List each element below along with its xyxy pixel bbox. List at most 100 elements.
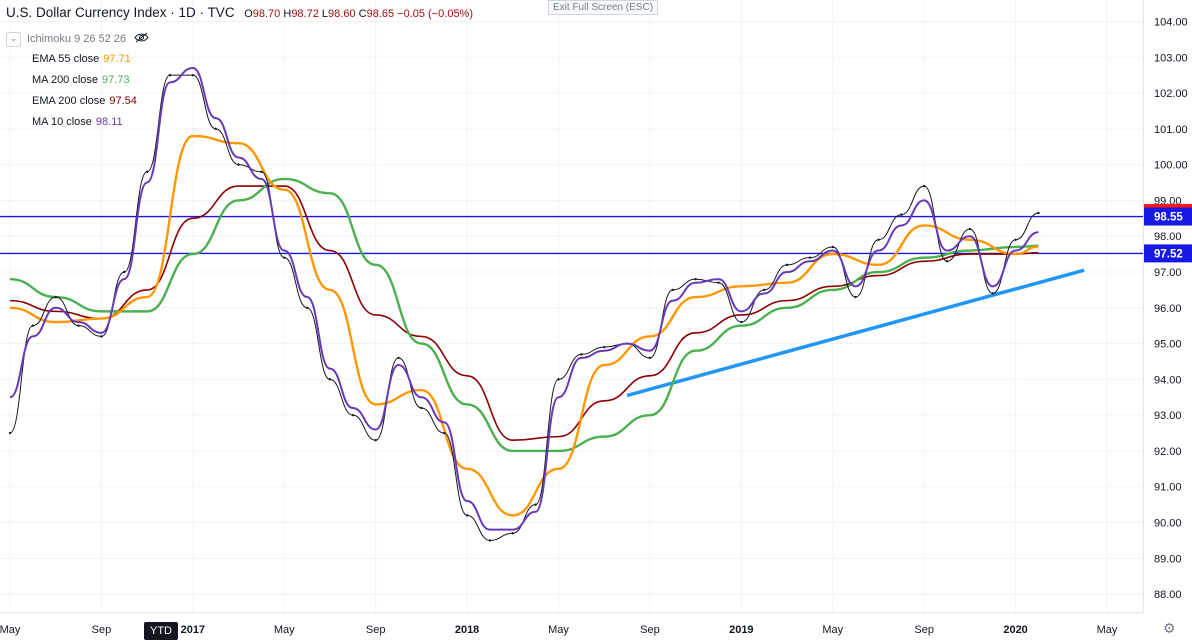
price-point (420, 406, 423, 410)
chart-header: U.S. Dollar Currency Index · 1D · TVC O9… (6, 5, 473, 20)
ichimoku-label: Ichimoku 9 26 52 26 (27, 33, 127, 45)
price-point (991, 292, 994, 295)
y-tick-label: 103.00 (1154, 52, 1188, 64)
open-value: 98.70 (252, 8, 281, 20)
price-point (374, 439, 377, 442)
eye-off-icon[interactable] (134, 30, 149, 49)
y-tick-label: 100.00 (1154, 160, 1188, 172)
low-label: L (321, 8, 329, 20)
y-tick-label: 88.00 (1154, 589, 1182, 601)
price-point (305, 306, 309, 309)
price-point (694, 277, 697, 281)
y-tick-label: 98.00 (1154, 231, 1182, 243)
low-value: 98.60 (328, 8, 356, 20)
price-point (922, 184, 926, 188)
price-label-box (1144, 244, 1192, 263)
chevron-down-icon[interactable]: ⌄ (6, 32, 21, 47)
indicator-label: MA 200 close (32, 74, 99, 86)
x-tick-label: May (822, 624, 843, 636)
price-point (145, 170, 149, 173)
price-point (488, 539, 492, 542)
series-line-ema-55-close[interactable] (9, 134, 1039, 517)
x-tick-label: May (274, 624, 295, 636)
ytd-button[interactable]: YTD (144, 622, 178, 640)
x-tick-label: Sep (92, 624, 112, 636)
price-label-box (1144, 207, 1192, 226)
indicator-ma200[interactable]: MA 200 close 97.73 (6, 71, 149, 92)
close-label: C (358, 8, 367, 20)
price-point (237, 163, 240, 166)
y-tick-label: 102.00 (1154, 88, 1188, 100)
y-tick-label: 104.00 (1154, 16, 1188, 28)
price-label-text: 97.52 (1154, 248, 1183, 260)
indicator-ma10[interactable]: MA 10 close 98.11 (6, 113, 149, 134)
series-line-ma-10-close[interactable] (9, 67, 1039, 531)
price-point (8, 431, 12, 435)
price-point (283, 256, 286, 259)
chart-grid (0, 0, 1143, 612)
price-point (214, 127, 217, 131)
price-point (580, 353, 583, 356)
chart-series (8, 67, 1040, 542)
price-point (762, 288, 766, 292)
price-point (1014, 238, 1017, 241)
price-point (31, 324, 35, 327)
price-point (557, 378, 560, 381)
y-tick-label: 93.00 (1154, 410, 1182, 422)
series-line-ma-200-close[interactable] (9, 177, 1039, 453)
x-tick-label: 2020 (1003, 624, 1027, 636)
price-point (260, 170, 263, 173)
price-point (671, 288, 674, 292)
y-tick-label: 95.00 (1154, 339, 1182, 351)
change-value: −0.05 (−0.05%) (397, 8, 474, 20)
exit-fullscreen-button[interactable]: Exit Full Screen (ESC) (548, 0, 659, 15)
high-value: 98.72 (291, 8, 319, 20)
price-point (168, 73, 172, 77)
x-tick-label: 2018 (455, 624, 479, 636)
price-point (534, 503, 537, 506)
y-tick-label: 96.00 (1154, 303, 1182, 315)
time-axis: May Sep 2017 May Sep 2018 May Sep 2019 May Sep 2020… (0, 624, 1118, 636)
indicator-label: EMA 55 close (32, 53, 100, 65)
price-point (900, 213, 903, 216)
x-tick-label: May (1097, 624, 1118, 636)
symbol-title[interactable]: U.S. Dollar Currency Index · 1D · TVC (6, 5, 235, 20)
price-point (443, 431, 446, 435)
price-point (740, 320, 743, 324)
indicator-ema200[interactable]: EMA 200 close 97.54 (6, 92, 149, 113)
x-tick-label: 2019 (729, 624, 753, 636)
x-tick-label: Sep (366, 624, 386, 636)
ichimoku-row[interactable]: ⌄ Ichimoku 9 26 52 26 (6, 29, 149, 50)
y-tick-label: 91.00 (1154, 482, 1182, 494)
price-point (648, 356, 652, 360)
price-point (603, 345, 606, 349)
price-point (54, 295, 57, 299)
y-tick-label: 90.00 (1154, 518, 1182, 530)
trend-line[interactable] (626, 268, 1085, 398)
price-point (351, 413, 355, 417)
y-tick-label: 101.00 (1154, 124, 1188, 136)
price-point (328, 378, 332, 381)
price-point (831, 245, 834, 249)
x-tick-label: Sep (914, 624, 934, 636)
ohlc-values: O98.70 H98.72 L98.60 C98.65 −0.05 (−0.05… (244, 8, 473, 20)
y-tick-label: 97.00 (1154, 267, 1182, 279)
price-point (397, 356, 400, 360)
x-tick-label: Sep (640, 624, 660, 636)
price-point (877, 238, 880, 241)
indicator-label: MA 10 close (32, 116, 92, 128)
high-label: H (283, 8, 292, 20)
indicator-label: EMA 200 close (32, 95, 106, 107)
close-value: 98.65 (366, 8, 395, 20)
price-point (100, 335, 103, 338)
price-point (191, 73, 195, 77)
price-point (465, 514, 469, 517)
indicator-ema55[interactable]: EMA 55 close 97.71 (6, 50, 149, 71)
gear-icon[interactable]: ⚙ (1163, 620, 1176, 636)
indicator-legend: ⌄ Ichimoku 9 26 52 26 EMA 55 close 97.71 … (6, 29, 149, 134)
x-tick-label: May (0, 624, 21, 636)
price-point (968, 227, 972, 231)
series-line-ema-200-close[interactable] (9, 185, 1039, 442)
